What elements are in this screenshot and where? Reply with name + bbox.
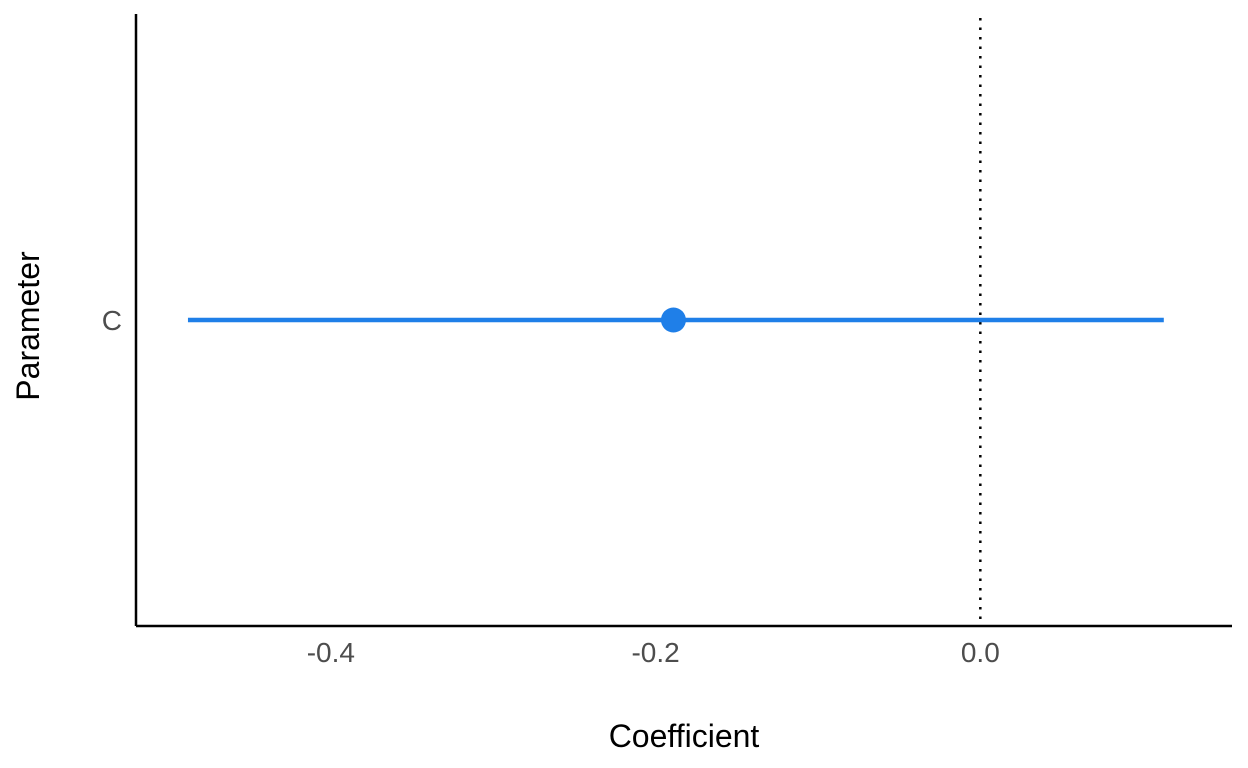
x-tick-label: -0.2 — [631, 637, 679, 668]
y-axis-title: Parameter — [10, 251, 46, 401]
y-tick-label: C — [102, 305, 122, 336]
x-tick-label: 0.0 — [961, 637, 1000, 668]
estimate-point — [660, 307, 686, 333]
x-axis-title: Coefficient — [609, 718, 760, 754]
y-axis-ticks: C — [102, 305, 122, 336]
x-tick-label: -0.4 — [307, 637, 355, 668]
plot-area — [187, 18, 1164, 626]
x-axis-ticks: -0.4 -0.2 0.0 — [307, 637, 1000, 668]
